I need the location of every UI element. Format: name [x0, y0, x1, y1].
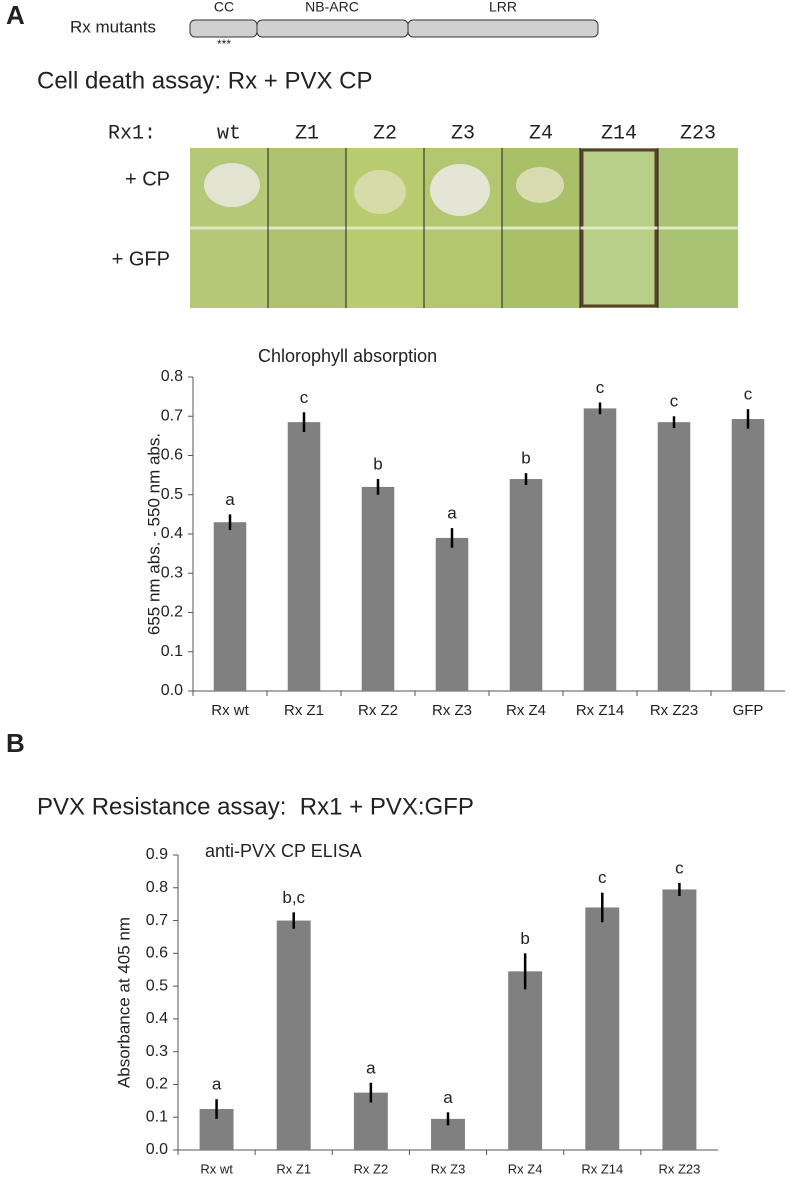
y-tick-label: 0.8: [161, 368, 183, 385]
y-axis-title: 655 nm abs. - 550 nm abs.: [144, 433, 163, 635]
bar: [287, 422, 321, 691]
y-tick-label: 0.8: [146, 879, 168, 896]
x-tick-label: Rx Z2: [358, 702, 398, 719]
photo-column: Z4: [529, 122, 553, 145]
x-tick-label: Rx wt: [200, 1161, 233, 1176]
photo-row: + CP: [125, 168, 170, 190]
leaf-photo: [190, 148, 738, 308]
significance-letter: c: [675, 858, 684, 877]
assay-title: PVX Resistance assay: Rx1 + PVX:GFP: [37, 793, 474, 820]
significance-letter: c: [596, 378, 605, 397]
y-tick-label: 0.0: [146, 1141, 168, 1158]
chart-title: anti-PVX CP ELISA: [205, 841, 362, 861]
bar: [657, 422, 691, 691]
photo-row: + GFP: [112, 248, 170, 270]
domain-label: LRR: [489, 0, 517, 15]
bar: [435, 537, 469, 691]
significance-letter: c: [598, 868, 607, 887]
photo-column: Z14: [601, 122, 637, 145]
y-axis-title: Absorbance at 405 nm: [114, 917, 133, 1088]
y-tick-label: 0.6: [161, 447, 183, 464]
y-tick-label: 0.4: [161, 525, 183, 542]
significance-letter: a: [225, 490, 235, 509]
photo-column: wt: [217, 122, 241, 145]
y-tick-label: 0.4: [146, 1010, 168, 1027]
x-tick-label: GFP: [733, 702, 764, 719]
panel-label: B: [6, 728, 25, 758]
y-tick-label: 0.1: [161, 643, 183, 660]
y-tick-label: 0.1: [146, 1108, 168, 1125]
significance-letter: b: [520, 929, 529, 948]
bar: [361, 486, 395, 691]
significance-letter: a: [366, 1058, 376, 1077]
y-tick-label: 0.3: [161, 564, 183, 581]
x-tick-label: Rx Z23: [658, 1161, 700, 1176]
significance-letter: a: [212, 1075, 222, 1094]
bar: [731, 418, 765, 691]
chart-title: Chlorophyll absorption: [258, 346, 437, 366]
photo-row-header: Rx1:: [108, 122, 156, 145]
domain-box: [407, 19, 599, 38]
bar: [662, 889, 697, 1150]
x-tick-label: Rx Z14: [576, 702, 624, 719]
x-tick-label: Rx Z1: [284, 702, 324, 719]
y-tick-label: 0.5: [161, 486, 183, 503]
y-tick-label: 0.3: [146, 1043, 168, 1060]
significance-letter: b: [373, 455, 382, 474]
x-tick-label: Rx Z4: [508, 1161, 543, 1176]
x-tick-label: Rx Z3: [432, 702, 472, 719]
photo-column: Z2: [373, 122, 397, 145]
photo-column: Z23: [680, 122, 716, 145]
assay-title: Cell death assay: Rx + PVX CP: [37, 67, 372, 94]
y-tick-label: 0.2: [146, 1076, 168, 1093]
photo-column: Z1: [295, 122, 319, 145]
significance-letter: b,c: [282, 888, 305, 907]
x-tick-label: Rx Z23: [650, 702, 698, 719]
domain-title: Rx mutants: [70, 17, 156, 36]
x-tick-label: Rx Z2: [354, 1161, 389, 1176]
bar: [583, 408, 617, 691]
domain-label: NB-ARC: [305, 0, 359, 15]
bar: [585, 907, 620, 1150]
y-tick-label: 0.0: [161, 682, 183, 699]
x-tick-label: Rx Z14: [581, 1161, 623, 1176]
y-tick-label: 0.7: [146, 912, 168, 929]
x-tick-label: Rx Z1: [276, 1161, 311, 1176]
significance-letter: a: [447, 504, 457, 523]
photo-column: Z3: [451, 122, 475, 145]
domain-label: CC: [214, 0, 234, 15]
y-tick-label: 0.5: [146, 977, 168, 994]
significance-letter: a: [443, 1088, 453, 1107]
y-tick-label: 0.7: [161, 407, 183, 424]
domain-box: [189, 19, 258, 38]
mutation-marks: ***: [217, 37, 231, 51]
y-tick-label: 0.6: [146, 945, 168, 962]
significance-letter: c: [300, 388, 309, 407]
panel-label: A: [6, 0, 25, 30]
bar: [509, 479, 543, 691]
bar: [276, 920, 311, 1150]
significance-letter: c: [744, 385, 753, 404]
bar: [213, 522, 247, 691]
x-tick-label: Rx wt: [211, 702, 249, 719]
significance-letter: b: [521, 449, 530, 468]
bar: [508, 971, 543, 1150]
significance-letter: c: [670, 392, 679, 411]
domain-box: [256, 19, 409, 38]
x-tick-label: Rx Z4: [506, 702, 546, 719]
y-tick-label: 0.9: [146, 846, 168, 863]
y-tick-label: 0.2: [161, 604, 183, 621]
x-tick-label: Rx Z3: [431, 1161, 466, 1176]
